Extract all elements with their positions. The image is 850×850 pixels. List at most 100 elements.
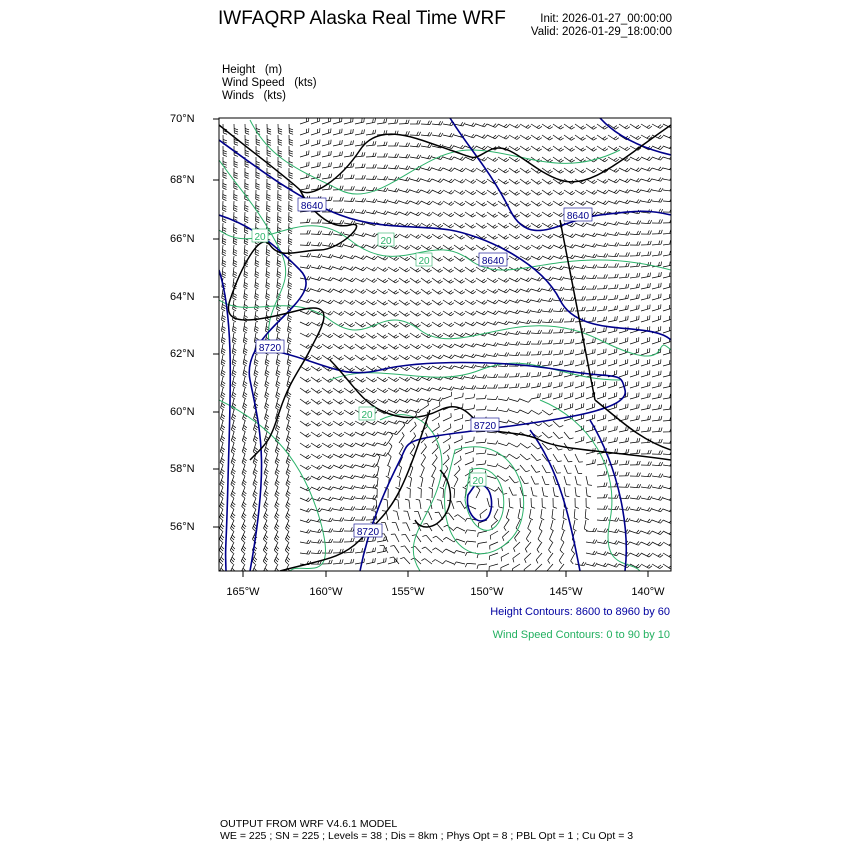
wind-barb xyxy=(354,442,367,447)
lat-label: 66°N xyxy=(170,233,195,245)
wind-barb xyxy=(231,420,237,433)
wind-barb xyxy=(585,189,598,195)
wind-barb xyxy=(409,131,421,136)
wind-barb xyxy=(640,272,651,279)
wind-barb xyxy=(651,563,664,569)
wind-barb xyxy=(251,552,258,565)
wind-barb xyxy=(585,414,596,422)
wind-barb xyxy=(585,243,598,248)
wind-barb xyxy=(321,162,332,169)
wind-barb xyxy=(563,381,574,389)
wind-barb xyxy=(299,298,312,304)
wind-barb xyxy=(607,459,619,466)
height-contour-legend: Height Contours: 8600 to 8960 by 60 xyxy=(490,606,670,618)
wind-barb xyxy=(629,563,642,569)
wind-barb xyxy=(263,519,269,532)
wind-barb xyxy=(486,497,494,508)
wind-barb xyxy=(392,510,400,521)
wind-barb xyxy=(255,178,260,190)
wind-barb xyxy=(563,403,574,411)
wind-barb xyxy=(376,453,381,466)
wind-barb xyxy=(596,156,609,163)
wind-barb xyxy=(299,365,312,372)
wind-barb xyxy=(300,230,311,235)
wind-barb xyxy=(662,393,671,400)
wind-barb xyxy=(475,438,487,444)
wind-barb xyxy=(629,199,642,204)
wind-barb xyxy=(387,354,400,361)
wind-barb xyxy=(629,134,642,140)
wind-barb xyxy=(640,552,653,558)
wind-barb xyxy=(585,295,597,301)
wind-barb xyxy=(475,342,488,348)
wind-barb xyxy=(310,475,323,481)
wind-barb xyxy=(618,437,630,444)
wind-barb xyxy=(442,133,455,138)
wind-barb xyxy=(243,244,249,257)
wind-barb xyxy=(541,318,554,324)
wind-barb xyxy=(332,548,344,554)
valid-time: Valid: 2026-01-29_18:00:00 xyxy=(530,26,672,38)
wind-barb xyxy=(662,208,671,213)
field-unit: (kts) xyxy=(294,77,317,89)
wind-barb xyxy=(486,331,499,337)
wind-barb xyxy=(574,243,587,249)
wind-speed-contour-legend: Wind Speed Contours: 0 to 90 by 10 xyxy=(492,629,670,641)
wind-barb xyxy=(563,317,575,323)
wind-barb xyxy=(530,308,543,314)
wind-barb xyxy=(464,167,477,173)
lat-label: 58°N xyxy=(170,463,195,475)
wind-barb xyxy=(527,519,532,532)
lat-label: 64°N xyxy=(170,291,195,303)
wind-barb xyxy=(530,233,543,239)
wind-barb xyxy=(398,211,411,216)
wind-barb xyxy=(252,563,258,571)
wind-barb xyxy=(277,211,282,224)
wind-barb xyxy=(431,365,444,370)
wind-barb xyxy=(376,387,389,393)
wind-barb xyxy=(332,538,344,543)
wind-barb xyxy=(285,464,291,477)
wind-barb xyxy=(508,351,521,357)
wind-barb xyxy=(596,221,609,227)
wind-barb xyxy=(277,134,283,146)
wind-barb xyxy=(640,283,651,290)
wind-barb xyxy=(552,318,564,323)
wind-barb xyxy=(585,348,596,356)
field-unit: (kts) xyxy=(263,90,286,102)
wind-barb xyxy=(486,440,499,445)
wind-barb xyxy=(409,154,422,159)
wind-barb xyxy=(629,156,642,162)
wind-barb xyxy=(651,359,662,367)
wind-barb xyxy=(254,266,260,279)
wind-barb xyxy=(574,264,587,270)
wind-barb xyxy=(574,285,587,291)
wind-barb xyxy=(242,354,248,367)
wind-barb xyxy=(558,552,565,565)
wind-barb xyxy=(310,387,322,394)
wind-barb xyxy=(530,211,543,218)
wind-barb xyxy=(222,178,227,190)
wind-barb xyxy=(629,506,642,512)
wind-barb xyxy=(486,288,499,294)
wind-barb xyxy=(488,563,499,571)
wind-barb xyxy=(376,376,389,383)
wind-barb xyxy=(343,409,356,416)
wind-barb xyxy=(354,343,366,350)
wind-barb xyxy=(596,493,608,499)
wind-barb xyxy=(464,385,477,390)
wind-barb xyxy=(420,211,433,217)
wind-barb xyxy=(640,484,653,489)
wind-barb xyxy=(497,408,510,413)
wind-barb xyxy=(299,310,312,315)
wind-barb xyxy=(431,332,444,338)
wind-barb xyxy=(640,495,653,501)
wind-barb xyxy=(288,134,294,146)
wind-barb xyxy=(299,376,311,383)
wind-barb xyxy=(376,176,389,181)
wind-barb xyxy=(321,150,332,158)
wind-barb xyxy=(409,288,421,295)
wind-barb xyxy=(253,354,259,367)
wind-barb xyxy=(365,442,378,447)
wind-barb xyxy=(574,233,587,238)
